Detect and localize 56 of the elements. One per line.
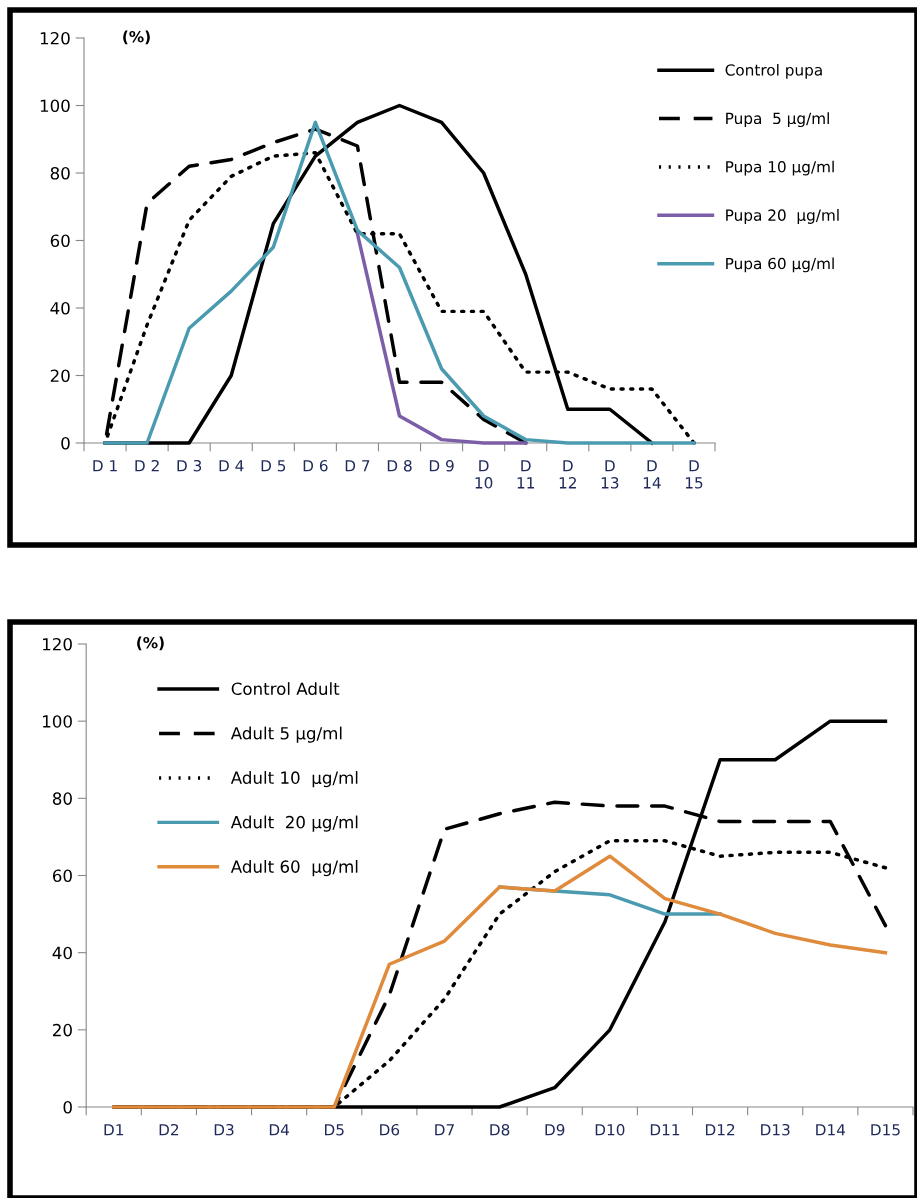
legend-label: Control pupa [725,63,822,79]
x-tick-label: D 6 [303,459,328,472]
y-tick-label: 120 [43,637,72,651]
legend-label: Control Adult [231,682,340,696]
y-tick-label: 40 [50,301,70,315]
y-tick-label: 80 [52,792,72,805]
legend-label: Adult 10 µg/ml [230,771,358,788]
x-tick-label: D11 [650,1124,680,1136]
x-tick-label: D6 [380,1123,400,1136]
x-tick-label: D 2 [135,459,159,472]
x-tick-label: D13 [761,1123,790,1136]
legend-label: Adult 60 µg/ml [230,860,358,877]
x-tick-label: D 14 [643,460,661,489]
x-tick-label: D 15 [685,460,703,489]
y-tick-label: 0 [63,1100,72,1114]
x-tick-label: D 4 [219,460,244,472]
x-tick-label: D 12 [559,460,576,489]
y-tick-label: 40 [52,946,72,960]
x-tick-label: D 1 [93,460,117,472]
x-tick-label: D8 [490,1123,510,1136]
legend-label: Adult 5 µg/ml [230,726,342,743]
x-tick-label: D9 [545,1123,565,1136]
x-tick-label: D10 [595,1123,625,1136]
legend-label: Pupa 5 µg/ml [726,112,829,128]
x-tick-label: D 3 [177,459,202,472]
x-tick-label: D 5 [261,460,286,472]
legend-label: Adult 20 µg/ml [230,815,358,832]
legend-label: Pupa 20 µg/ml [726,209,839,224]
x-tick-label: D 11 [517,460,535,489]
y-tick-label: 100 [40,99,70,113]
y-axis-title: (%) [137,636,164,651]
x-tick-label: D7 [435,1124,454,1136]
y-tick-label: 20 [53,1023,72,1037]
y-tick-label: 60 [50,234,70,248]
y-tick-label: 80 [50,166,70,180]
y-tick-label: 120 [40,31,70,45]
x-tick-label: D 13 [601,460,619,489]
x-tick-label: D1 [104,1124,124,1136]
x-tick-label: D 7 [345,460,370,472]
x-tick-label: D 9 [429,459,454,472]
x-tick-label: D14 [816,1124,846,1136]
x-tick-label: D4 [269,1124,290,1136]
y-axis-title: (%) [123,30,150,45]
legend-label: Pupa 10 µg/ml [726,160,834,176]
y-tick-label: 60 [52,869,72,883]
y-tick-label: 20 [50,369,70,383]
y-tick-label: 0 [61,436,70,450]
y-tick-label: 100 [43,715,72,728]
x-tick-label: D12 [705,1123,735,1136]
x-tick-label: D 8 [387,459,412,472]
x-tick-label: D 10 [475,460,493,489]
legend-label: Pupa 60 µg/ml [726,257,834,273]
x-tick-label: D15 [871,1124,900,1136]
x-tick-label: D5 [325,1124,344,1136]
x-tick-label: D3 [214,1123,234,1136]
x-tick-label: D2 [159,1123,179,1136]
